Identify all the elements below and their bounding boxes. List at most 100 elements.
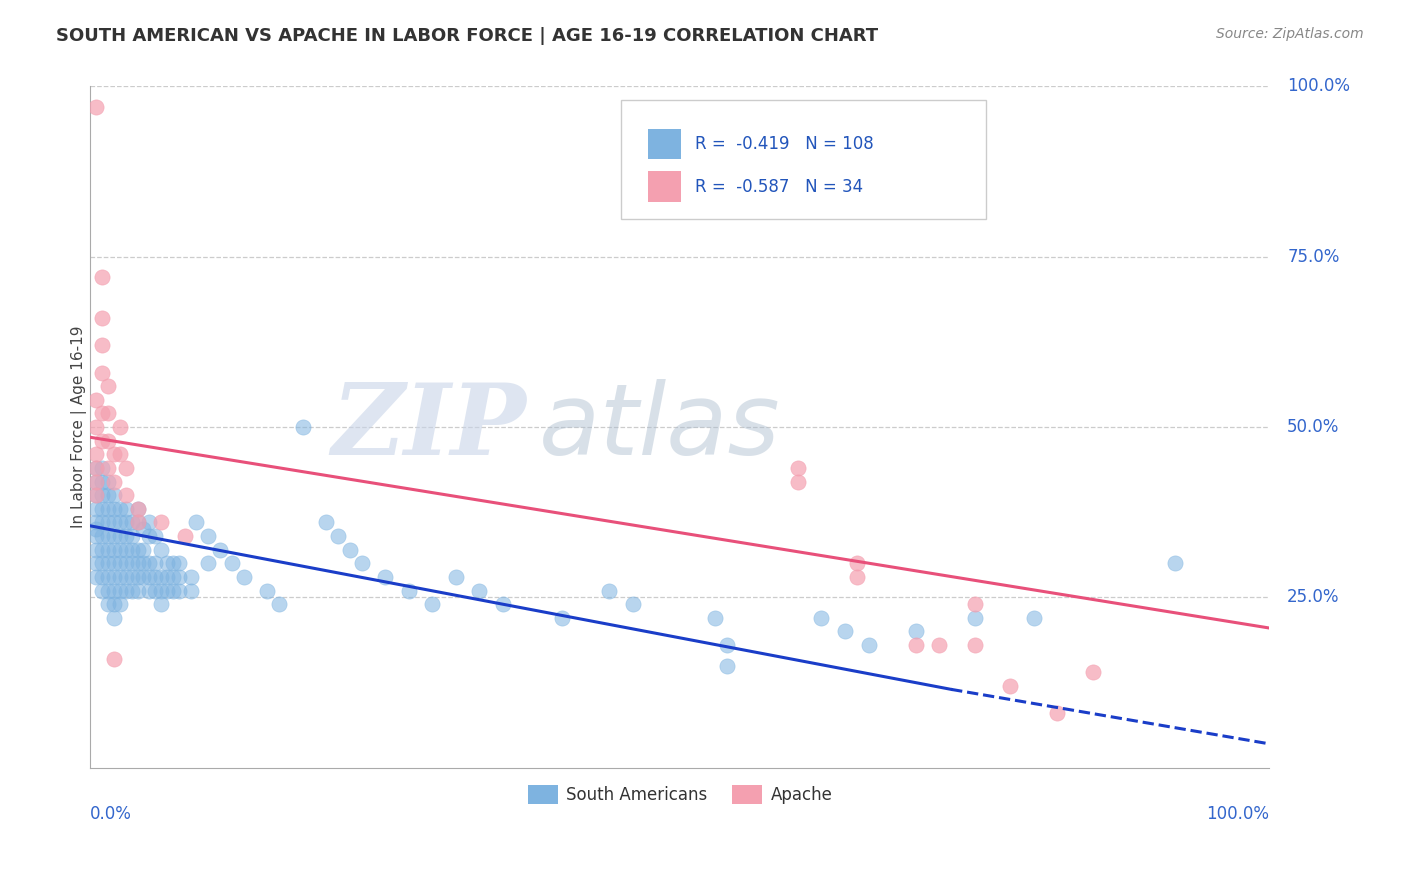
Point <box>103 488 125 502</box>
Point <box>267 597 290 611</box>
Point <box>339 542 361 557</box>
Point <box>858 638 880 652</box>
Point <box>103 542 125 557</box>
Point <box>91 529 114 543</box>
Point <box>209 542 232 557</box>
Point <box>84 100 107 114</box>
Point <box>91 311 114 326</box>
Text: ZIP: ZIP <box>332 379 527 475</box>
Point <box>108 529 131 543</box>
Point <box>716 638 738 652</box>
Point <box>97 461 120 475</box>
Point <box>97 529 120 543</box>
Point <box>150 516 173 530</box>
Point <box>716 658 738 673</box>
Point <box>138 583 160 598</box>
Point <box>84 516 107 530</box>
Point <box>444 570 467 584</box>
Point <box>84 392 107 407</box>
Point <box>127 542 149 557</box>
Point <box>621 597 644 611</box>
Point <box>186 516 208 530</box>
Point <box>91 583 114 598</box>
Point <box>108 447 131 461</box>
Point <box>180 570 202 584</box>
Point <box>84 501 107 516</box>
Point <box>156 570 179 584</box>
Point <box>150 570 173 584</box>
Point <box>84 488 107 502</box>
Point <box>598 583 620 598</box>
Point <box>108 420 131 434</box>
Point <box>91 366 114 380</box>
Point <box>103 570 125 584</box>
Point <box>114 529 136 543</box>
Text: 100.0%: 100.0% <box>1286 78 1350 95</box>
Point <box>167 570 190 584</box>
Point <box>97 597 120 611</box>
FancyBboxPatch shape <box>648 128 681 160</box>
Point <box>91 557 114 571</box>
Point <box>162 583 184 598</box>
Point <box>103 611 125 625</box>
Point <box>143 529 166 543</box>
Point <box>114 516 136 530</box>
Point <box>180 583 202 598</box>
Point <box>167 557 190 571</box>
Point <box>398 583 420 598</box>
Point <box>127 501 149 516</box>
Point <box>127 501 149 516</box>
Point <box>786 475 808 489</box>
Point <box>103 516 125 530</box>
Point <box>108 557 131 571</box>
Point <box>114 488 136 502</box>
Point <box>963 638 986 652</box>
Point <box>91 434 114 448</box>
Point <box>97 542 120 557</box>
Point <box>138 570 160 584</box>
Point <box>91 407 114 421</box>
Point <box>121 516 143 530</box>
Point <box>1046 706 1069 721</box>
Point <box>84 420 107 434</box>
Point <box>167 583 190 598</box>
Point <box>108 501 131 516</box>
Point <box>108 542 131 557</box>
Point <box>132 557 155 571</box>
Point <box>326 529 349 543</box>
Point <box>114 583 136 598</box>
Point <box>132 522 155 536</box>
Text: 50.0%: 50.0% <box>1286 418 1340 436</box>
Point <box>91 461 114 475</box>
Point <box>904 638 927 652</box>
Point <box>834 624 856 639</box>
Point <box>103 651 125 665</box>
Point <box>963 611 986 625</box>
Point <box>97 570 120 584</box>
Point <box>704 611 727 625</box>
Point <box>84 461 107 475</box>
Point <box>91 270 114 285</box>
Point <box>121 542 143 557</box>
Point <box>91 501 114 516</box>
Point <box>143 557 166 571</box>
Point <box>97 516 120 530</box>
Point <box>84 529 107 543</box>
Point <box>114 542 136 557</box>
Point <box>91 338 114 352</box>
Point <box>138 529 160 543</box>
Point <box>108 516 131 530</box>
Point <box>84 475 107 489</box>
Point <box>221 557 243 571</box>
Point <box>84 557 107 571</box>
Point <box>97 501 120 516</box>
Point <box>127 516 149 530</box>
Point <box>97 379 120 393</box>
Point <box>97 583 120 598</box>
Point <box>143 583 166 598</box>
Point <box>810 611 832 625</box>
Point <box>103 557 125 571</box>
Text: R =  -0.587   N = 34: R = -0.587 N = 34 <box>695 178 863 195</box>
Point <box>127 516 149 530</box>
Point <box>963 597 986 611</box>
